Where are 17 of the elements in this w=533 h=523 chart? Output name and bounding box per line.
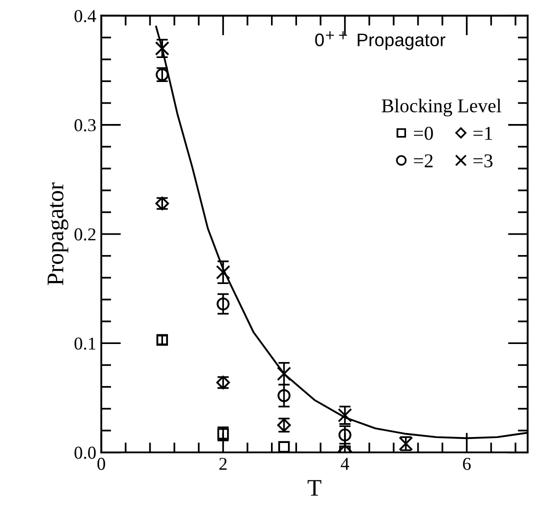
y-axis-title: Propagator — [48, 182, 68, 286]
x-tick-label: 0 — [97, 458, 106, 470]
legend-title: Blocking Level — [382, 98, 502, 116]
x-axis-title: T — [308, 480, 322, 496]
legend-label: =2 — [414, 154, 433, 168]
y-tick-label: 0.1 — [74, 337, 96, 350]
y-tick-label: 0.3 — [74, 119, 96, 132]
legend-label: =1 — [474, 126, 492, 140]
x-tick-label: 4 — [340, 458, 350, 470]
y-tick-label: 0.2 — [74, 228, 96, 241]
legend-label: =0 — [414, 126, 433, 140]
legend-label: =3 — [474, 154, 492, 168]
y-tick-label: 0.4 — [74, 10, 96, 22]
x-tick-label: 2 — [219, 458, 227, 470]
y-tick-label: 0.0 — [74, 446, 96, 459]
text: 0$^{++}$ Propagator — [315, 31, 446, 50]
x-tick-label: 6 — [463, 458, 471, 470]
